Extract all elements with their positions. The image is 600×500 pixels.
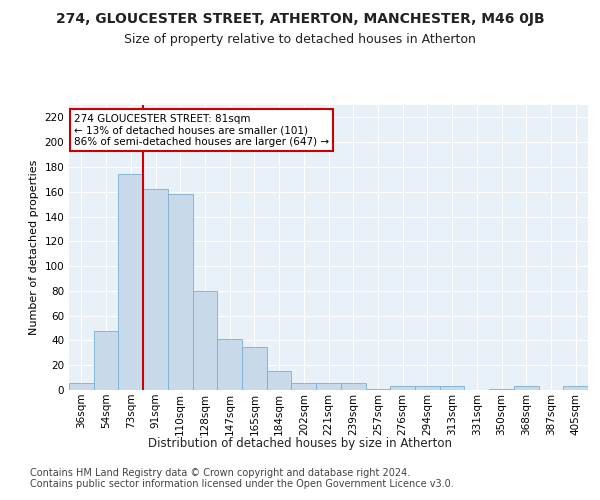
Bar	[267, 372, 292, 390]
Bar	[94, 330, 118, 390]
Bar	[415, 386, 440, 390]
Text: Size of property relative to detached houses in Atherton: Size of property relative to detached ho…	[124, 34, 476, 46]
Y-axis label: Number of detached properties: Number of detached properties	[29, 160, 39, 335]
Bar	[217, 339, 242, 390]
Bar	[440, 386, 464, 390]
Bar	[168, 194, 193, 390]
Bar	[365, 389, 390, 390]
Bar	[390, 386, 415, 390]
Bar	[143, 190, 168, 390]
Bar	[292, 382, 316, 390]
Bar	[242, 346, 267, 390]
Text: Distribution of detached houses by size in Atherton: Distribution of detached houses by size …	[148, 438, 452, 450]
Bar	[563, 386, 588, 390]
Bar	[489, 389, 514, 390]
Bar	[69, 382, 94, 390]
Bar	[118, 174, 143, 390]
Text: Contains HM Land Registry data © Crown copyright and database right 2024.
Contai: Contains HM Land Registry data © Crown c…	[30, 468, 454, 489]
Text: 274, GLOUCESTER STREET, ATHERTON, MANCHESTER, M46 0JB: 274, GLOUCESTER STREET, ATHERTON, MANCHE…	[56, 12, 544, 26]
Bar	[514, 386, 539, 390]
Bar	[341, 382, 365, 390]
Text: 274 GLOUCESTER STREET: 81sqm
← 13% of detached houses are smaller (101)
86% of s: 274 GLOUCESTER STREET: 81sqm ← 13% of de…	[74, 114, 329, 147]
Bar	[193, 291, 217, 390]
Bar	[316, 382, 341, 390]
